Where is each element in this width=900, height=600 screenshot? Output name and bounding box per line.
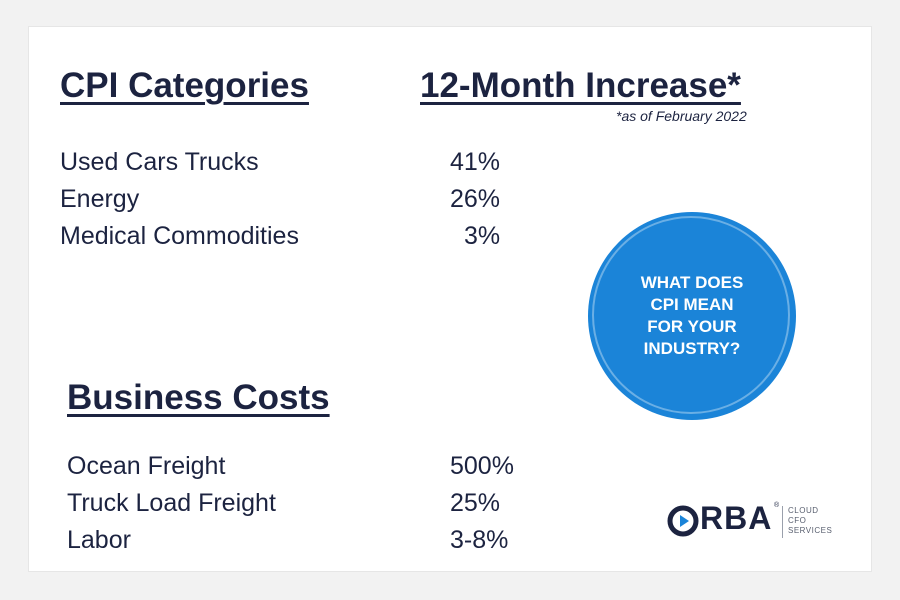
- logo-tagline: CLOUD CFO SERVICES: [788, 506, 833, 535]
- cpi-categories-heading: CPI Categories: [60, 66, 309, 105]
- cpi-row-value: 41%: [450, 148, 501, 176]
- cpi-row-value: 3%: [464, 222, 501, 250]
- cpi-row-value: 26%: [450, 185, 501, 213]
- business-row-label: Labor: [67, 526, 131, 554]
- logo-registered-mark: ®: [774, 502, 780, 509]
- business-row-value: 3-8%: [450, 526, 509, 554]
- logo-divider: [782, 506, 783, 538]
- footnote: *as of February 2022: [616, 108, 747, 124]
- logo-wordmark: RBA: [700, 500, 773, 536]
- cpi-row-label: Energy: [60, 185, 140, 213]
- badge-ring: [592, 216, 790, 414]
- business-row-label: Truck Load Freight: [67, 489, 276, 517]
- orba-play-circle-icon: [667, 505, 699, 537]
- business-row-value: 500%: [450, 452, 514, 480]
- business-costs-heading: Business Costs: [67, 378, 330, 417]
- business-row-label: Ocean Freight: [67, 452, 226, 480]
- increase-heading: 12-Month Increase*: [420, 66, 741, 105]
- cpi-row-label: Medical Commodities: [60, 222, 299, 250]
- cpi-question-badge[interactable]: WHAT DOES CPI MEAN FOR YOUR INDUSTRY?: [588, 212, 796, 420]
- cpi-row-label: Used Cars Trucks: [60, 148, 259, 176]
- business-row-value: 25%: [450, 489, 501, 517]
